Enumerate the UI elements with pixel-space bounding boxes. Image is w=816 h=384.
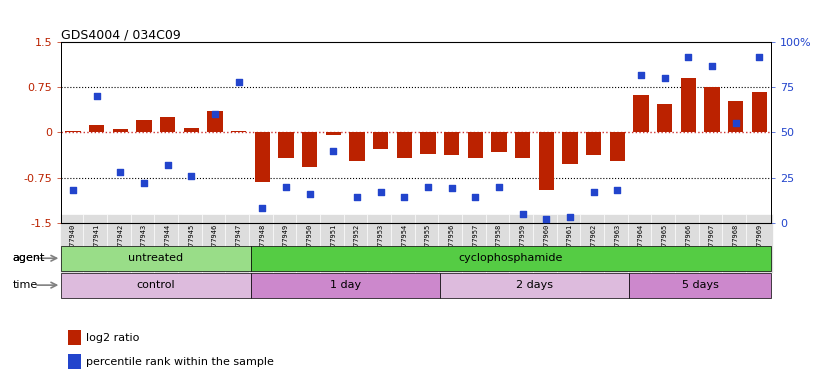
Point [303, 191, 316, 197]
Text: percentile rank within the sample: percentile rank within the sample [86, 357, 274, 367]
Text: agent: agent [12, 253, 45, 263]
Bar [349, 132, 365, 161]
Bar [657, 104, 672, 132]
Bar [397, 132, 412, 158]
Bar [61, 273, 251, 298]
Bar [61, 246, 251, 271]
Bar [136, 121, 152, 132]
Text: GDS4004 / 034C09: GDS4004 / 034C09 [61, 28, 181, 41]
Point [66, 187, 80, 193]
Text: agent: agent [12, 253, 45, 263]
Bar [491, 132, 507, 152]
Point [279, 184, 292, 190]
Bar [89, 125, 104, 132]
Point [705, 63, 718, 69]
Bar [728, 101, 743, 132]
Bar [113, 129, 128, 132]
Point [255, 205, 268, 211]
Bar [231, 131, 246, 132]
Point [397, 194, 410, 200]
Bar [629, 273, 771, 298]
Bar [65, 131, 81, 132]
Bar [160, 118, 175, 132]
Point [563, 214, 576, 220]
Point [468, 194, 481, 200]
Text: time: time [12, 280, 38, 290]
Point [634, 72, 647, 78]
Point [113, 169, 127, 175]
Point [232, 79, 245, 85]
Point [752, 54, 765, 60]
Text: control: control [136, 280, 175, 290]
Bar [69, 354, 81, 369]
Text: log2 ratio: log2 ratio [86, 333, 140, 343]
Point [658, 75, 671, 81]
Bar [681, 78, 696, 132]
Bar [255, 132, 270, 182]
Bar [278, 132, 294, 158]
Text: cyclophosphamide: cyclophosphamide [459, 253, 563, 263]
Bar [704, 88, 720, 132]
Point [681, 54, 694, 60]
Bar [562, 132, 578, 164]
Point [90, 93, 103, 99]
Bar [752, 91, 767, 132]
Bar [302, 132, 317, 167]
Text: 1 day: 1 day [330, 280, 361, 290]
Text: untreated: untreated [128, 253, 184, 263]
Bar [373, 132, 388, 149]
Text: 2 days: 2 days [516, 280, 553, 290]
Point [492, 184, 505, 190]
Bar [610, 132, 625, 161]
Point [350, 194, 363, 200]
Point [587, 189, 600, 195]
Bar [586, 132, 601, 156]
Bar [251, 273, 440, 298]
Bar [444, 132, 459, 156]
Bar [633, 95, 649, 132]
Bar [468, 132, 483, 158]
Point [445, 185, 458, 192]
Text: 5 days: 5 days [681, 280, 719, 290]
Point [208, 111, 221, 118]
Bar [69, 330, 81, 345]
Point [161, 162, 174, 168]
Bar [207, 111, 223, 132]
Point [729, 121, 742, 127]
Point [326, 147, 339, 154]
Bar [326, 132, 341, 136]
Point [539, 216, 552, 222]
Point [516, 210, 529, 217]
Bar [515, 132, 530, 158]
Point [374, 189, 387, 195]
Point [421, 184, 434, 190]
Bar [184, 127, 199, 132]
Bar [440, 273, 629, 298]
Bar [251, 246, 771, 271]
Bar [539, 132, 554, 190]
Point [137, 180, 150, 186]
Point [610, 187, 623, 193]
Bar [420, 132, 436, 154]
Point [184, 173, 197, 179]
